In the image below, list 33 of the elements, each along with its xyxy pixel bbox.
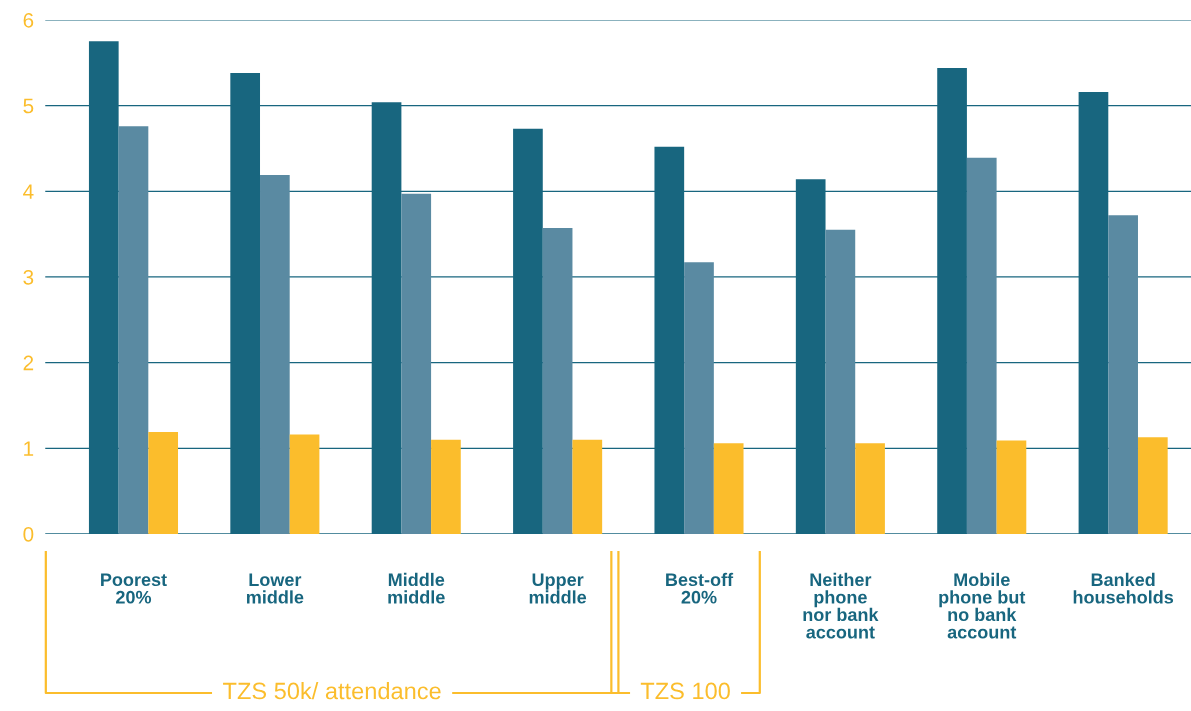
y-tick-label: 4: [23, 184, 34, 199]
x-tick-label: Banked households: [1073, 572, 1174, 604]
bar: [118, 126, 149, 534]
x-tick-label: Best-off 20%: [666, 572, 734, 604]
y-tick-label: 5: [23, 98, 34, 114]
bar: [966, 157, 997, 534]
x-tick-label: Upper middle: [529, 573, 587, 604]
bar: [825, 229, 856, 534]
text: TZS 100: [640, 682, 730, 700]
y-tick-label: 1: [24, 441, 34, 456]
bar: [1137, 437, 1168, 534]
bar: [713, 443, 744, 534]
y-tick-label: 3: [23, 269, 34, 285]
bar: [1108, 215, 1138, 534]
bar: [542, 228, 573, 534]
y-tick-label: 6: [23, 12, 34, 28]
text: TZS 50k/ attendance: [223, 681, 441, 700]
x-tick-label: Mobile phone but no bank account: [939, 572, 1026, 639]
bar: [289, 434, 320, 534]
bar: [401, 193, 432, 534]
y-tick-label: 0: [23, 526, 34, 542]
bar: [260, 174, 290, 534]
bar: [684, 262, 714, 534]
x-tick-label: Neither phone nor bank account: [803, 572, 879, 639]
bar: [148, 432, 179, 534]
bar: [855, 443, 885, 534]
x-tick-label: Lower middle: [246, 573, 304, 604]
bar: [996, 440, 1027, 534]
bar: [431, 439, 461, 534]
y-tick-label: 2: [23, 355, 34, 371]
x-tick-label: Middle middle: [388, 572, 445, 604]
bar: [572, 439, 603, 534]
x-tick-label: Poorest 20%: [101, 573, 167, 604]
